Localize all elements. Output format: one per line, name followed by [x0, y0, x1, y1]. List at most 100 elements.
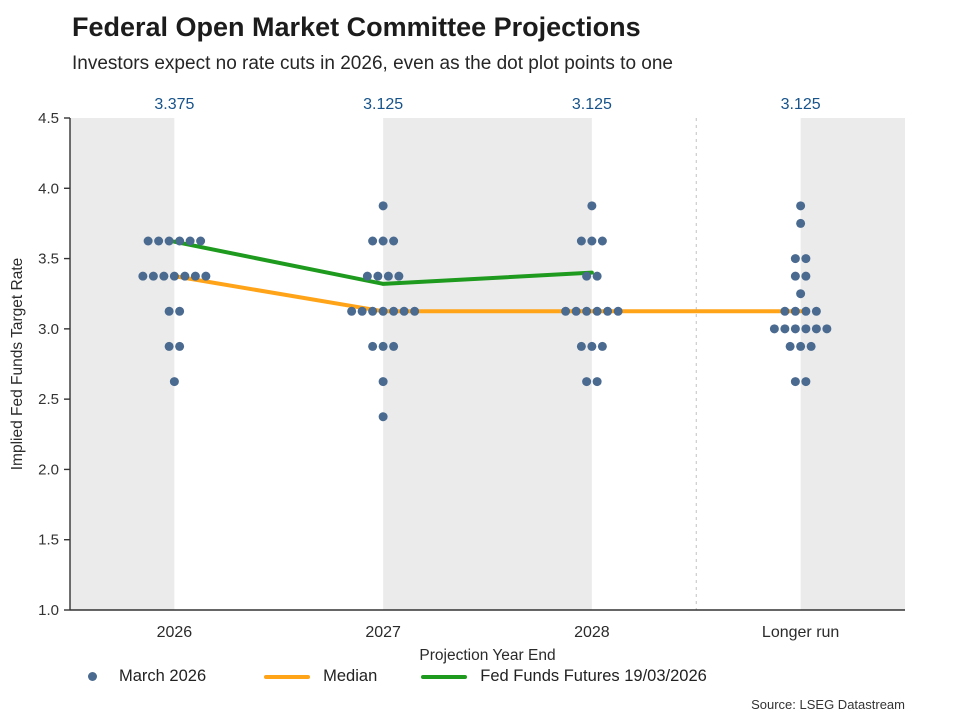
projection-dot — [373, 271, 383, 281]
projection-dot — [561, 306, 571, 316]
projection-dot — [196, 236, 206, 246]
median-value-label: 3.375 — [154, 96, 194, 113]
projection-dot — [389, 341, 399, 351]
projection-dot — [154, 236, 164, 246]
projection-dot — [597, 236, 607, 246]
background-band — [800, 118, 905, 610]
y-axis-title: Implied Fed Funds Target Rate — [9, 258, 26, 471]
futures-line — [172, 239, 594, 286]
projection-dot — [571, 306, 581, 316]
y-tick-label: 3.0 — [38, 321, 59, 338]
projection-dot — [368, 306, 378, 316]
projection-dot — [801, 271, 811, 281]
projection-dot — [592, 271, 602, 281]
projection-dot — [368, 341, 378, 351]
y-tick-label: 4.5 — [38, 110, 59, 127]
projection-dot — [399, 306, 409, 316]
projection-dot — [801, 377, 811, 387]
projection-dot — [587, 341, 597, 351]
x-category-label: 2026 — [157, 624, 193, 641]
projection-dot — [801, 254, 811, 264]
legend-item-march-2026: March 2026 — [88, 667, 206, 686]
projection-dot — [597, 341, 607, 351]
projection-dot — [582, 271, 592, 281]
y-tick-label: 2.0 — [38, 461, 59, 478]
projection-dot — [785, 341, 795, 351]
projection-dot — [394, 271, 404, 281]
projection-dot — [796, 218, 806, 228]
projection-dot — [164, 236, 174, 246]
projection-dot — [780, 324, 790, 334]
projection-dot — [368, 236, 378, 246]
projection-dot — [613, 306, 623, 316]
projection-dot — [796, 201, 806, 211]
projection-dot — [175, 341, 185, 351]
projection-dot — [582, 377, 592, 387]
projection-dot — [138, 271, 148, 281]
median-value-label: 3.125 — [781, 96, 821, 113]
projection-dot — [164, 341, 174, 351]
projection-dot — [378, 377, 388, 387]
legend-label-futures: Fed Funds Futures 19/03/2026 — [480, 667, 707, 685]
legend-label-median: Median — [323, 667, 378, 685]
projection-dot — [801, 324, 811, 334]
projection-dot — [811, 324, 821, 334]
projection-dot — [587, 201, 597, 211]
projection-dot — [780, 306, 790, 316]
projection-dot — [378, 201, 388, 211]
x-category-label: Longer run — [762, 624, 839, 641]
projection-dot — [347, 306, 357, 316]
projection-dot — [769, 324, 779, 334]
projection-dot — [822, 324, 832, 334]
projection-dot — [378, 412, 388, 422]
x-axis-title: Projection Year End — [419, 647, 555, 664]
projection-dot — [811, 306, 821, 316]
dot-marker-icon — [88, 672, 97, 681]
y-tick-label: 3.5 — [38, 251, 59, 268]
median-value-label: 3.125 — [572, 96, 612, 113]
chart-subtitle: Investors expect no rate cuts in 2026, e… — [72, 53, 673, 74]
projection-dot — [576, 341, 586, 351]
x-category-label: 2028 — [574, 624, 610, 641]
projection-dot — [357, 306, 367, 316]
projection-dot — [169, 377, 179, 387]
projection-dot — [169, 271, 179, 281]
projection-dot — [175, 236, 185, 246]
projection-dot — [362, 271, 372, 281]
projection-dot — [790, 306, 800, 316]
chart-title: Federal Open Market Committee Projection… — [72, 12, 641, 42]
legend-item-median: Median — [264, 667, 377, 686]
projection-dot — [378, 341, 388, 351]
background-band — [70, 118, 175, 610]
projection-dot — [587, 236, 597, 246]
projection-dot — [175, 306, 185, 316]
projection-dot — [164, 306, 174, 316]
projection-dot — [378, 306, 388, 316]
y-tick-label: 1.5 — [38, 532, 59, 549]
y-tick-label: 2.5 — [38, 391, 59, 408]
background-band — [383, 118, 592, 610]
legend-item-futures: Fed Funds Futures 19/03/2026 — [421, 667, 707, 686]
projection-dot — [790, 324, 800, 334]
dot-plot-points — [138, 201, 832, 422]
y-tick-label: 1.0 — [38, 602, 59, 619]
projection-dot — [796, 289, 806, 299]
projection-dot — [410, 306, 420, 316]
projection-dot — [185, 236, 195, 246]
projection-dot — [159, 271, 169, 281]
projection-dot — [790, 271, 800, 281]
projection-dot — [576, 236, 586, 246]
median-line — [172, 274, 803, 314]
projection-dot — [148, 271, 158, 281]
projection-dot — [603, 306, 613, 316]
projection-dot — [592, 306, 602, 316]
projection-dot — [389, 236, 399, 246]
futures-line-icon — [421, 674, 468, 679]
projection-dot — [389, 306, 399, 316]
projection-dot — [143, 236, 153, 246]
median-value-label: 3.125 — [363, 96, 403, 113]
projection-dot — [790, 377, 800, 387]
x-category-label: 2027 — [365, 624, 401, 641]
median-line-icon — [264, 674, 311, 679]
